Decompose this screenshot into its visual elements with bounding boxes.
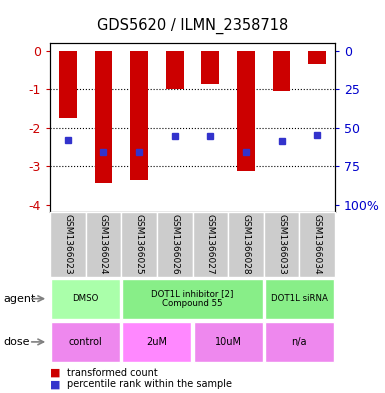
Text: DOT1L siRNA: DOT1L siRNA <box>271 294 328 303</box>
Bar <box>265 322 334 362</box>
Text: dose: dose <box>4 337 30 347</box>
Bar <box>166 51 184 88</box>
Bar <box>157 212 192 277</box>
Text: transformed count: transformed count <box>67 367 158 378</box>
Text: DOT1L inhibitor [2]
Compound 55: DOT1L inhibitor [2] Compound 55 <box>151 289 234 309</box>
Text: GSM1366034: GSM1366034 <box>313 214 321 275</box>
Bar <box>121 212 157 277</box>
Bar <box>201 51 219 84</box>
Bar <box>50 212 85 277</box>
Bar <box>95 51 112 184</box>
Text: GSM1366033: GSM1366033 <box>277 214 286 275</box>
Bar <box>51 279 120 319</box>
Text: GSM1366027: GSM1366027 <box>206 214 215 275</box>
Bar <box>264 212 300 277</box>
Text: agent: agent <box>4 294 36 304</box>
Text: GSM1366023: GSM1366023 <box>64 214 72 275</box>
Text: ■: ■ <box>50 379 60 389</box>
Text: GSM1366028: GSM1366028 <box>241 214 250 275</box>
Bar <box>265 279 334 319</box>
Bar <box>308 51 326 64</box>
Text: GSM1366024: GSM1366024 <box>99 215 108 275</box>
Text: control: control <box>69 337 102 347</box>
Text: 2uM: 2uM <box>146 337 167 347</box>
Text: percentile rank within the sample: percentile rank within the sample <box>67 379 233 389</box>
Bar <box>122 279 263 319</box>
Bar <box>122 322 191 362</box>
Text: 10uM: 10uM <box>214 337 242 347</box>
Bar <box>51 322 120 362</box>
Bar <box>273 51 290 91</box>
Bar <box>85 212 121 277</box>
Bar <box>59 51 77 118</box>
Bar <box>194 322 263 362</box>
Text: DMSO: DMSO <box>72 294 99 303</box>
Bar <box>130 51 148 180</box>
Bar <box>237 51 255 171</box>
Bar <box>192 212 228 277</box>
Text: ■: ■ <box>50 367 60 378</box>
Text: n/a: n/a <box>291 337 307 347</box>
Text: GSM1366026: GSM1366026 <box>170 214 179 275</box>
Bar <box>228 212 264 277</box>
Bar <box>300 212 335 277</box>
Text: GDS5620 / ILMN_2358718: GDS5620 / ILMN_2358718 <box>97 18 288 34</box>
Text: GSM1366025: GSM1366025 <box>135 214 144 275</box>
